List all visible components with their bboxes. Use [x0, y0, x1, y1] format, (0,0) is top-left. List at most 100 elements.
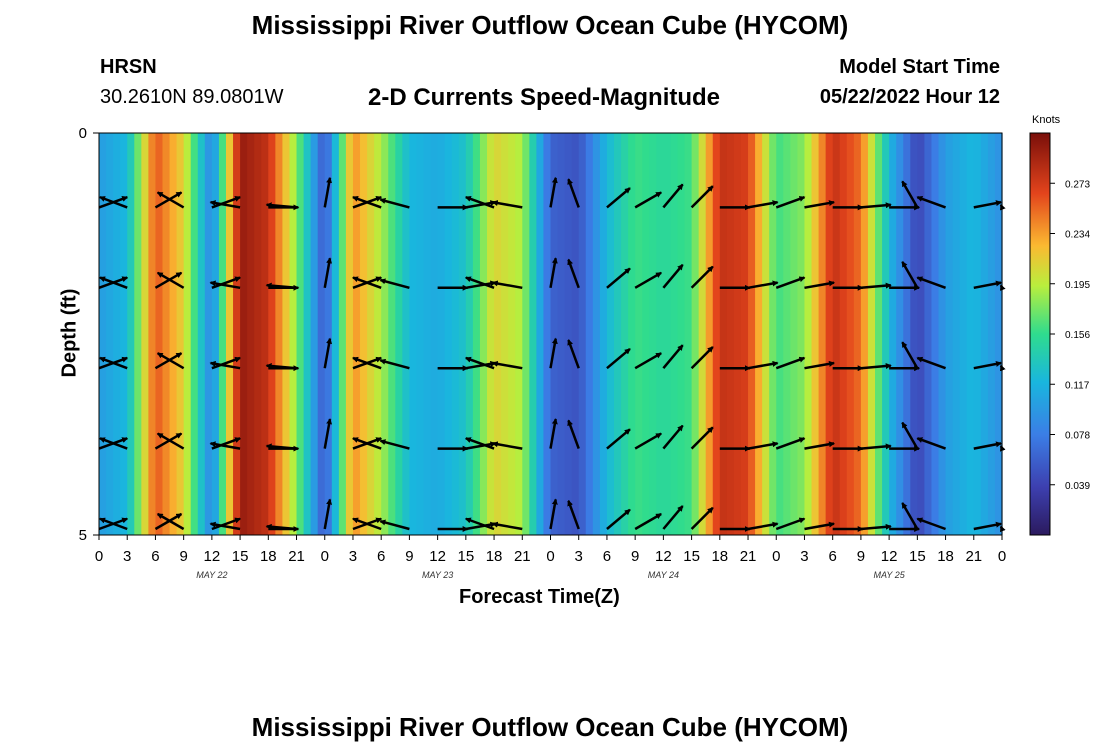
current-vector-arrow — [99, 195, 128, 209]
current-vector-arrow — [804, 360, 835, 370]
station-name: HRSN — [100, 56, 157, 78]
heatmap-cell — [479, 133, 488, 535]
current-vector-arrow — [265, 523, 297, 531]
heatmap-cell — [945, 133, 954, 535]
heatmap-cell — [613, 133, 622, 535]
heatmap-cell — [522, 133, 530, 535]
heatmap-cell — [656, 133, 664, 535]
current-vector-arrow — [860, 202, 892, 209]
heatmap-cell — [367, 133, 375, 535]
heatmap-cell — [381, 133, 389, 535]
colorbar: 0.273 0.234 0.195 0.156 0.117 0.078 0.039 — [1029, 132, 1090, 536]
heatmap-cell — [705, 133, 714, 535]
current-vector-arrow — [265, 282, 297, 290]
current-vector-arrow — [549, 257, 558, 289]
current-vector-arrow — [916, 195, 946, 209]
current-vector-arrow — [973, 200, 1002, 209]
y-tick-label: 0 — [79, 125, 87, 142]
heatmap-cell — [240, 133, 248, 535]
heatmap-cell — [211, 133, 220, 535]
current-vector-arrow — [352, 517, 382, 531]
heatmap-cell — [218, 133, 227, 535]
heatmap-cell — [783, 133, 791, 535]
heatmap-cell — [360, 133, 368, 535]
x-tick-label: 9 — [405, 548, 413, 565]
current-vectors — [98, 176, 1006, 533]
heatmap-cell — [924, 133, 933, 535]
heatmap-cell — [867, 133, 876, 535]
current-vector-arrow — [804, 521, 835, 531]
heatmap-cell — [268, 133, 276, 535]
heatmap-cell — [183, 133, 192, 535]
heatmap-cell — [444, 133, 453, 535]
heatmap-cell — [155, 133, 164, 535]
chart-svg: 0 3 6 9 12 15 18 21 0 3 6 9 12 15 18 21 0 3 6 9 12 15 18 21 0 3 6 9… — [79, 125, 1091, 580]
heatmap-cell — [769, 133, 777, 535]
heatmap-cell — [409, 133, 418, 535]
heatmap-cell — [797, 133, 806, 535]
x-tick-label: 21 — [740, 548, 757, 565]
date-label: MAY 25 — [874, 570, 906, 580]
current-vector-arrow — [634, 191, 663, 209]
current-vector-arrow — [775, 195, 806, 209]
current-vector-arrow — [690, 346, 714, 370]
heatmap-cell — [762, 133, 770, 535]
current-vector-arrow — [901, 421, 919, 450]
current-vector-arrow — [99, 276, 128, 289]
current-vector-arrow — [265, 363, 297, 370]
colorbar-tick-label: 0.039 — [1065, 481, 1090, 492]
heatmap-cell — [987, 133, 996, 535]
heatmap-cell — [557, 133, 566, 535]
current-vector-arrow — [156, 512, 185, 531]
x-tick-label: 9 — [857, 548, 865, 565]
current-vector-arrow — [973, 521, 1002, 531]
heatmap-cell — [423, 133, 432, 535]
heatmap-cell — [818, 133, 827, 535]
current-vector-arrow — [99, 437, 128, 450]
current-vector-arrow — [860, 282, 892, 290]
heatmap-cell — [649, 133, 657, 535]
heatmap-cell — [621, 133, 629, 535]
x-tick-label: 6 — [151, 548, 159, 565]
current-vector-arrow — [379, 439, 410, 450]
current-vector-arrow — [209, 441, 241, 450]
current-vector-arrow — [549, 418, 558, 449]
colorbar-tick-label: 0.117 — [1065, 380, 1090, 391]
current-vector-arrow — [465, 441, 497, 450]
heatmap-cell — [472, 133, 481, 535]
current-vector-arrow — [567, 419, 580, 450]
heatmap-cell — [839, 133, 848, 535]
heatmap-cell — [564, 133, 573, 535]
current-vector-arrow — [265, 443, 297, 450]
heatmap-cell — [303, 133, 312, 535]
x-tick-label: 15 — [683, 548, 700, 565]
current-vector-arrow — [775, 517, 806, 531]
heatmap-cell — [896, 133, 904, 535]
x-tick-label: 0 — [546, 548, 554, 565]
current-vector-arrow — [973, 280, 1002, 290]
current-vector-arrow — [99, 356, 128, 370]
current-vector-arrow — [211, 356, 242, 370]
heatmap-cell — [282, 133, 291, 535]
date-label: MAY 24 — [648, 570, 679, 580]
heatmap-cell — [889, 133, 897, 535]
current-vector-arrow — [323, 337, 333, 369]
current-vector-arrow — [211, 195, 242, 209]
current-vector-arrow — [491, 441, 523, 450]
heatmap-cell — [994, 133, 1003, 535]
heatmap-cell — [592, 133, 601, 535]
heatmap-cell — [254, 133, 262, 535]
x-axis: 0 3 6 9 12 15 18 21 0 3 6 9 12 15 18 21 0 3 6 9 12 15 18 21 0 3 6 9… — [95, 535, 1006, 580]
current-vector-arrow — [156, 271, 185, 289]
current-vector-arrow — [901, 180, 919, 209]
y-axis-label: Depth (ft) — [58, 288, 81, 378]
heatmap-cell — [529, 133, 537, 535]
current-vector-arrow — [464, 517, 495, 531]
current-vector-arrow — [973, 441, 1002, 450]
current-vector-arrow — [662, 344, 684, 370]
heatmap-cell — [663, 133, 672, 535]
heatmap-cell — [719, 133, 728, 535]
heatmap-cell — [875, 133, 883, 535]
current-vector-arrow — [606, 508, 631, 530]
heatmap-cell — [324, 133, 333, 535]
